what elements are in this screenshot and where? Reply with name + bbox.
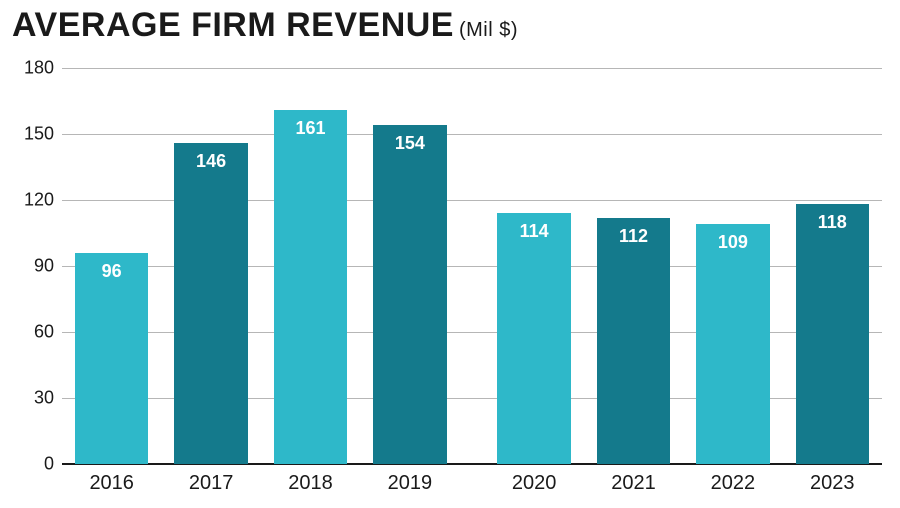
bar-value-label: 154 [395,133,425,154]
plot-area: 0306090120150180962016146201716120181542… [62,68,882,464]
y-axis-label: 60 [34,322,54,343]
y-axis-label: 120 [24,190,54,211]
bar-value-label: 146 [196,151,226,172]
chart-title: AVERAGE FIRM REVENUE (Mil $) [12,6,518,45]
bar: 118 [796,204,870,464]
x-axis-label: 2017 [189,472,234,495]
x-axis-label: 2019 [388,472,433,495]
bar: 114 [497,213,571,464]
x-axis-label: 2022 [711,472,756,495]
bar-value-label: 109 [718,232,748,253]
y-axis-label: 150 [24,124,54,145]
bar: 112 [597,218,671,464]
bar: 154 [373,125,447,464]
bar-value-label: 114 [520,221,549,242]
x-axis-label: 2020 [512,472,557,495]
bar: 161 [274,110,348,464]
revenue-chart: AVERAGE FIRM REVENUE (Mil $) 03060901201… [0,0,900,508]
chart-title-suffix: (Mil $) [459,19,518,41]
gridline [62,134,882,135]
x-axis-label: 2016 [89,472,134,495]
x-axis-label: 2023 [810,472,855,495]
x-axis-label: 2018 [288,472,333,495]
bar-value-label: 118 [818,212,847,233]
bar: 109 [696,224,770,464]
bar: 146 [174,143,248,464]
y-axis-label: 180 [24,58,54,79]
x-axis-label: 2021 [611,472,656,495]
chart-title-main: AVERAGE FIRM REVENUE [12,6,454,44]
gridline [62,68,882,69]
bar: 96 [75,253,149,464]
y-axis-label: 30 [34,388,54,409]
bar-value-label: 96 [102,261,122,282]
y-axis-label: 90 [34,256,54,277]
bar-value-label: 161 [295,118,325,139]
bar-value-label: 112 [619,226,648,247]
y-axis-label: 0 [44,454,54,475]
